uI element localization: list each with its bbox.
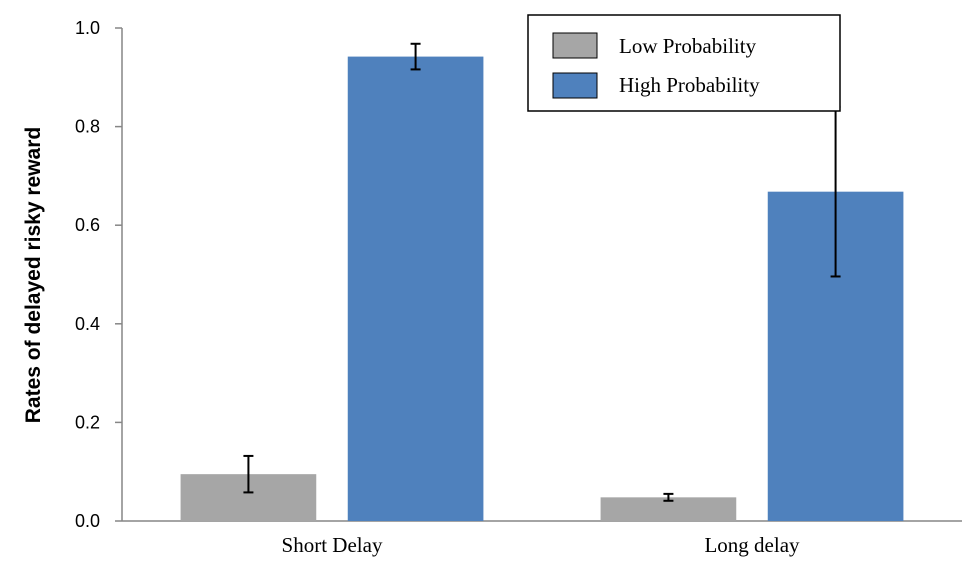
bar-low-probability: [600, 497, 737, 521]
y-axis-title: Rates of delayed risky reward: [22, 127, 45, 423]
bars: [180, 56, 904, 522]
legend-label-low-probability: Low Probability: [619, 34, 757, 58]
category-labels: Short Delay Long delay: [282, 533, 800, 557]
bar-high-probability: [347, 56, 484, 522]
y-tick-label: 0.2: [75, 412, 100, 432]
y-tick-label: 0.0: [75, 511, 100, 531]
legend-label-high-probability: High Probability: [619, 73, 760, 97]
legend: Low Probability High Probability: [527, 14, 841, 112]
y-tick-label: 0.8: [75, 117, 100, 137]
x-category-label: Long delay: [704, 533, 800, 557]
y-tick-label: 0.6: [75, 215, 100, 235]
y-tick-label: 1.0: [75, 18, 100, 38]
legend-swatch-low-probability: [552, 32, 598, 59]
legend-swatch-high-probability: [552, 72, 598, 99]
error-bars: [243, 42, 841, 502]
y-tick-label: 0.4: [75, 314, 100, 334]
x-category-label: Short Delay: [282, 533, 383, 557]
y-ticks: 0.0 0.2 0.4 0.6 0.8 1.0: [75, 18, 122, 531]
